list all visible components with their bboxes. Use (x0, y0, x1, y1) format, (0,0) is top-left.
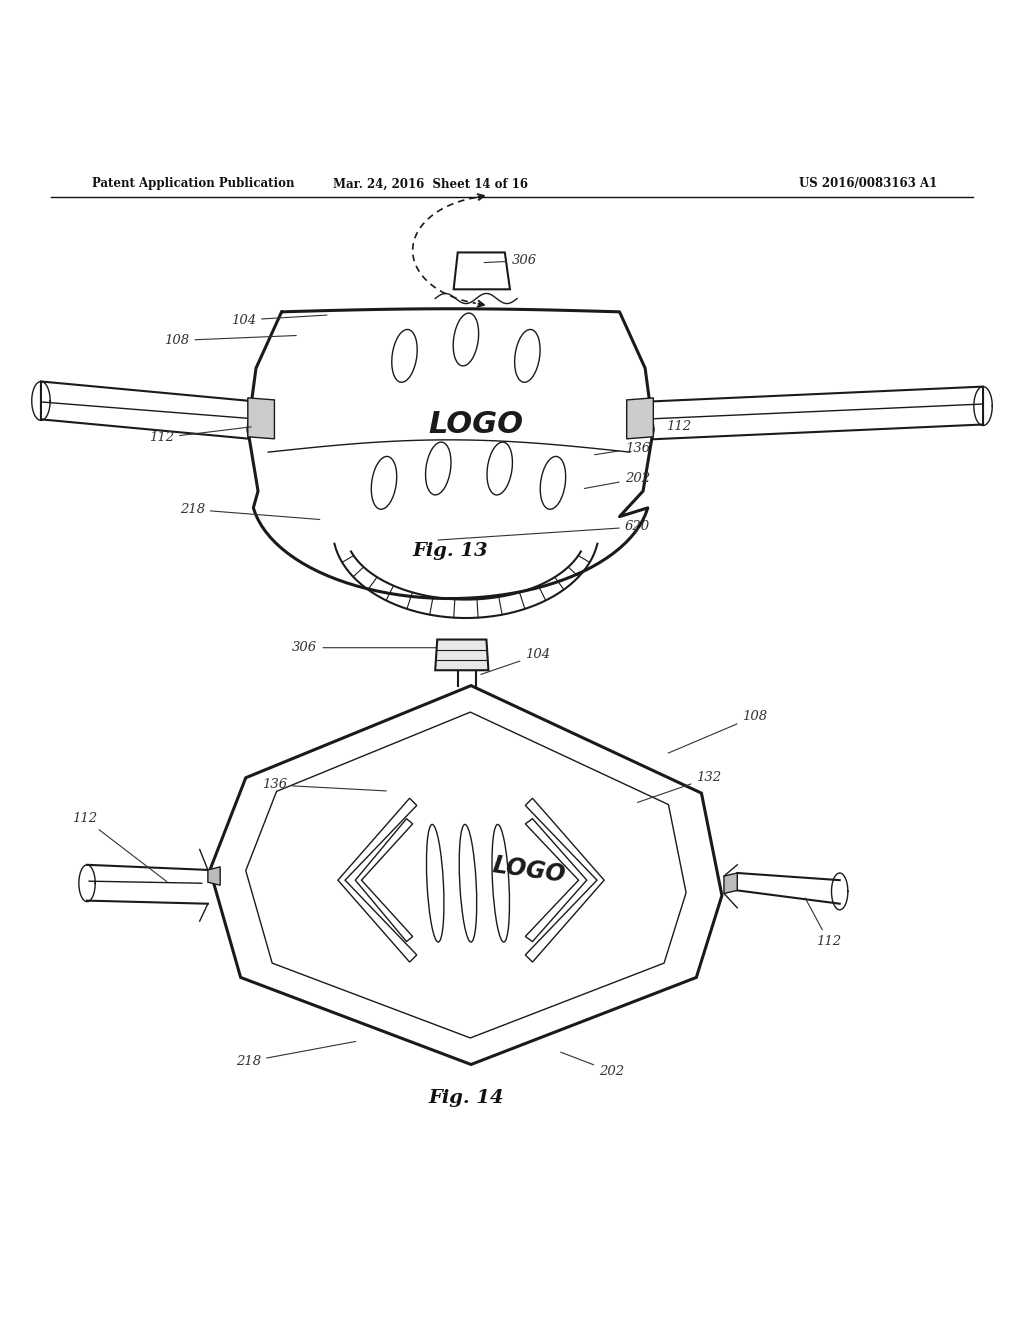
Text: 108: 108 (669, 710, 768, 754)
Text: 112: 112 (148, 426, 251, 445)
Text: 104: 104 (230, 314, 327, 326)
Text: 112: 112 (805, 898, 842, 948)
Text: 136: 136 (595, 441, 650, 455)
Polygon shape (724, 873, 737, 894)
Polygon shape (248, 397, 274, 438)
Text: 218: 218 (236, 1041, 355, 1068)
Text: Patent Application Publication: Patent Application Publication (92, 177, 295, 190)
Polygon shape (627, 397, 653, 438)
Text: Mar. 24, 2016  Sheet 14 of 16: Mar. 24, 2016 Sheet 14 of 16 (333, 177, 527, 190)
Text: 202: 202 (585, 473, 650, 488)
Text: 136: 136 (261, 779, 386, 792)
Text: 202: 202 (561, 1052, 625, 1078)
Polygon shape (454, 252, 510, 289)
Text: 218: 218 (179, 503, 319, 520)
Text: 112: 112 (666, 420, 691, 433)
Polygon shape (435, 639, 488, 671)
Text: 104: 104 (481, 648, 551, 675)
Text: 108: 108 (164, 334, 296, 347)
Text: 620: 620 (438, 520, 650, 540)
Text: 306: 306 (484, 255, 538, 267)
Text: 112: 112 (72, 812, 167, 882)
Text: LOGO: LOGO (492, 853, 567, 887)
Text: Fig. 13: Fig. 13 (413, 543, 488, 561)
Polygon shape (210, 685, 722, 1064)
Text: US 2016/0083163 A1: US 2016/0083163 A1 (799, 177, 937, 190)
Polygon shape (41, 381, 261, 440)
Text: Fig. 14: Fig. 14 (428, 1089, 504, 1107)
Polygon shape (208, 867, 220, 886)
Text: 132: 132 (638, 771, 722, 803)
Text: LOGO: LOGO (429, 411, 523, 440)
Text: 306: 306 (292, 642, 444, 655)
Polygon shape (248, 309, 653, 598)
Polygon shape (640, 387, 983, 440)
